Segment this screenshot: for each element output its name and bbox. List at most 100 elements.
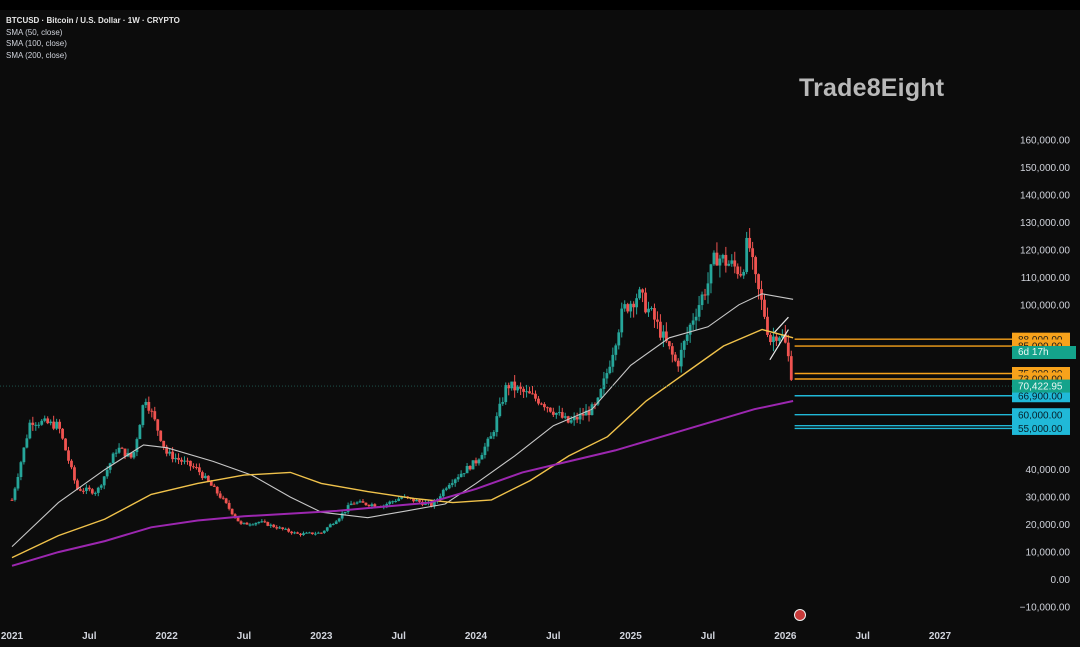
candle-body: [328, 524, 332, 528]
x-axis[interactable]: 2021 Jul 2022 Jul 2023 Jul 2024 Jul 2025 Jul 2026 J…: [1, 631, 952, 642]
candle-body: [697, 305, 701, 317]
trendline-lower: [769, 329, 789, 361]
candle-body: [13, 488, 17, 500]
candle-body: [79, 489, 82, 491]
candle-body: [664, 331, 668, 342]
candle-body: [629, 303, 633, 312]
candle-body: [489, 436, 493, 439]
legend-sma-200[interactable]: SMA (200, close): [6, 50, 67, 60]
candle-body: [397, 498, 401, 501]
x-tick-label: Jul: [546, 631, 561, 642]
candle-body: [462, 473, 466, 475]
candle-body: [358, 501, 362, 503]
candle-body: [486, 438, 490, 447]
candle-body: [111, 453, 115, 464]
candle-body: [507, 385, 511, 389]
candle-body: [388, 501, 392, 504]
candle-body: [608, 366, 612, 374]
candle-body: [135, 439, 139, 453]
candle-body: [593, 404, 597, 406]
candle-body: [599, 388, 603, 398]
legend-title[interactable]: BTCUSD · Bitcoin / U.S. Dollar · 1W · CR…: [6, 16, 180, 25]
candle-body: [647, 308, 650, 313]
candle-body: [260, 521, 264, 523]
candle-body: [257, 521, 261, 523]
candle-body: [105, 469, 109, 477]
candle-body: [334, 521, 338, 524]
candle-body: [322, 530, 326, 533]
candle-body: [90, 489, 94, 494]
candle-body: [224, 498, 228, 503]
y-tick-label: 10,000.00: [1026, 548, 1071, 559]
candle-body: [653, 308, 656, 320]
candle-body: [31, 422, 35, 425]
y-tick-label: 30,000.00: [1026, 493, 1071, 504]
candle-body: [614, 345, 618, 355]
candle-body: [721, 254, 725, 259]
candle-body: [569, 420, 573, 423]
candle-body: [76, 480, 79, 490]
candle-body: [186, 460, 189, 462]
y-tick-label: −10,000.00: [1020, 603, 1071, 614]
candle-body: [763, 299, 766, 317]
candle-body: [117, 447, 121, 453]
candle-body: [305, 532, 308, 534]
sma-line-1: [11, 328, 794, 559]
candle-body: [492, 432, 496, 437]
candle-body: [632, 303, 636, 308]
candle-body: [361, 501, 365, 503]
level-tag-5-bg: [1012, 408, 1070, 422]
event-marker-icon[interactable]: [794, 609, 806, 621]
candle-body: [706, 283, 710, 296]
candle-body: [99, 485, 103, 488]
candle-body: [215, 486, 219, 494]
candle-body: [293, 532, 296, 534]
candle-body: [685, 334, 689, 341]
candle-body: [159, 430, 163, 441]
candle-body: [596, 397, 600, 405]
candle-body: [709, 264, 713, 284]
candle-body: [156, 419, 160, 431]
candle-body: [691, 320, 695, 325]
candle-body: [141, 405, 145, 426]
candle-body: [447, 484, 451, 489]
candle-body: [278, 527, 282, 529]
candle-body: [540, 403, 543, 405]
candle-body: [263, 521, 267, 523]
x-tick-label: 2025: [620, 631, 643, 642]
candle-body: [43, 418, 47, 421]
y-tick-label: 150,000.00: [1020, 163, 1070, 174]
candle-body: [16, 476, 20, 489]
candle-body: [325, 527, 329, 531]
legend-sma-100[interactable]: SMA (100, close): [6, 39, 67, 48]
candle-body: [641, 289, 644, 293]
trendline-upper: [774, 316, 789, 333]
candle-body: [724, 254, 728, 266]
y-axis[interactable]: 160,000.00 150,000.00 140,000.00 130,000.00…: [1012, 136, 1070, 614]
candle-body: [644, 292, 647, 313]
y-tick-label: 100,000.00: [1020, 300, 1070, 311]
last-price-tag-bg: [1012, 379, 1070, 393]
candle-body: [245, 522, 249, 525]
candle-body: [209, 481, 213, 486]
y-tick-label: 0.00: [1051, 575, 1071, 586]
candle-body: [531, 393, 534, 395]
candle-body: [147, 401, 151, 411]
candle-body: [650, 308, 653, 310]
candle-body: [22, 447, 26, 463]
candle-body: [299, 533, 302, 536]
legend-sma-50[interactable]: SMA (50, close): [6, 27, 63, 37]
candle-body: [501, 402, 505, 404]
candle-body: [171, 451, 175, 460]
candle-body: [346, 505, 350, 512]
x-tick-label: 2024: [465, 631, 488, 642]
candle-body: [551, 411, 555, 415]
x-tick-label: Jul: [82, 631, 97, 642]
candle-body: [483, 446, 487, 456]
candle-body: [450, 483, 454, 485]
candle-body: [783, 334, 787, 343]
candle-body: [165, 446, 169, 454]
candle-body: [528, 391, 531, 394]
candle-body: [96, 487, 100, 493]
